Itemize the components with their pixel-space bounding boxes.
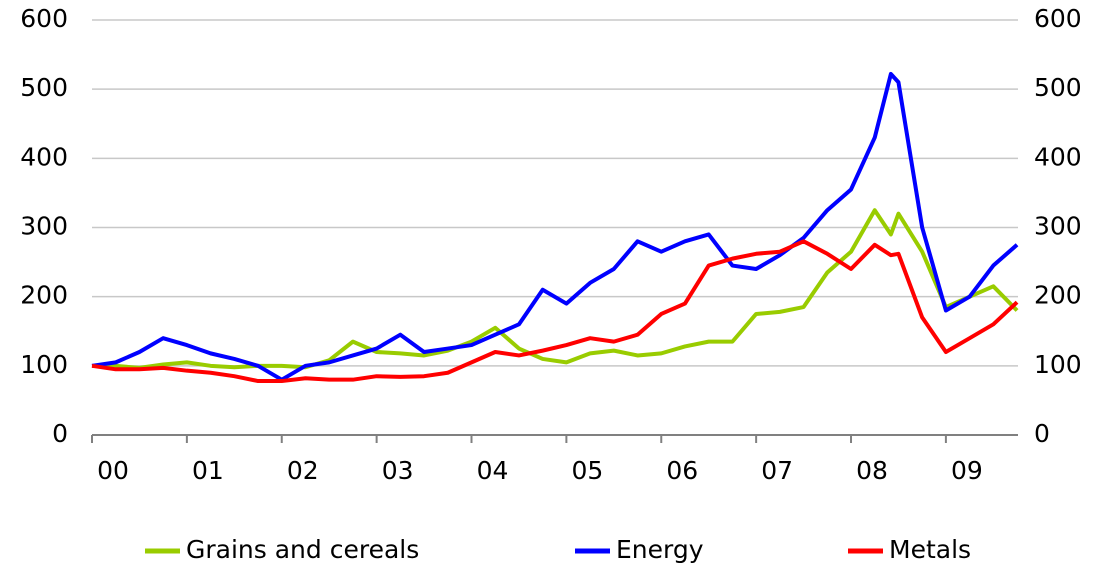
- y-tick-label: 100: [20, 350, 68, 379]
- x-tick-label: 03: [382, 456, 414, 485]
- y2-tick-label: 0: [1034, 419, 1050, 448]
- y-tick-label: 400: [20, 142, 68, 171]
- y-tick-label: 600: [20, 4, 68, 33]
- y-tick-label: 0: [52, 419, 68, 448]
- y2-tick-label: 200: [1034, 281, 1082, 310]
- legend-label: Metals: [889, 535, 971, 564]
- x-tick-label: 02: [287, 456, 319, 485]
- x-tick-label: 07: [761, 456, 793, 485]
- y2-tick-label: 600: [1034, 4, 1082, 33]
- series-line: [92, 208, 1019, 370]
- x-tick-label: 05: [571, 456, 603, 485]
- legend-label: Grains and cereals: [186, 535, 419, 564]
- legend-label: Energy: [616, 535, 704, 564]
- y-tick-label: 500: [20, 73, 68, 102]
- series-line: [91, 239, 1019, 384]
- y2-tick-label: 100: [1034, 350, 1082, 379]
- y2-tick-label: 500: [1034, 73, 1082, 102]
- y-tick-label: 300: [20, 212, 68, 241]
- y2-tick-label: 300: [1034, 212, 1082, 241]
- y2-tick-label: 400: [1034, 142, 1082, 171]
- series-line: [91, 71, 1019, 382]
- x-tick-label: 00: [97, 456, 129, 485]
- x-tick-label: 08: [856, 456, 888, 485]
- y-tick-label: 200: [20, 281, 68, 310]
- x-tick-label: 01: [192, 456, 224, 485]
- x-tick-label: 04: [477, 456, 509, 485]
- x-tick-label: 09: [951, 456, 983, 485]
- x-tick-label: 06: [666, 456, 698, 485]
